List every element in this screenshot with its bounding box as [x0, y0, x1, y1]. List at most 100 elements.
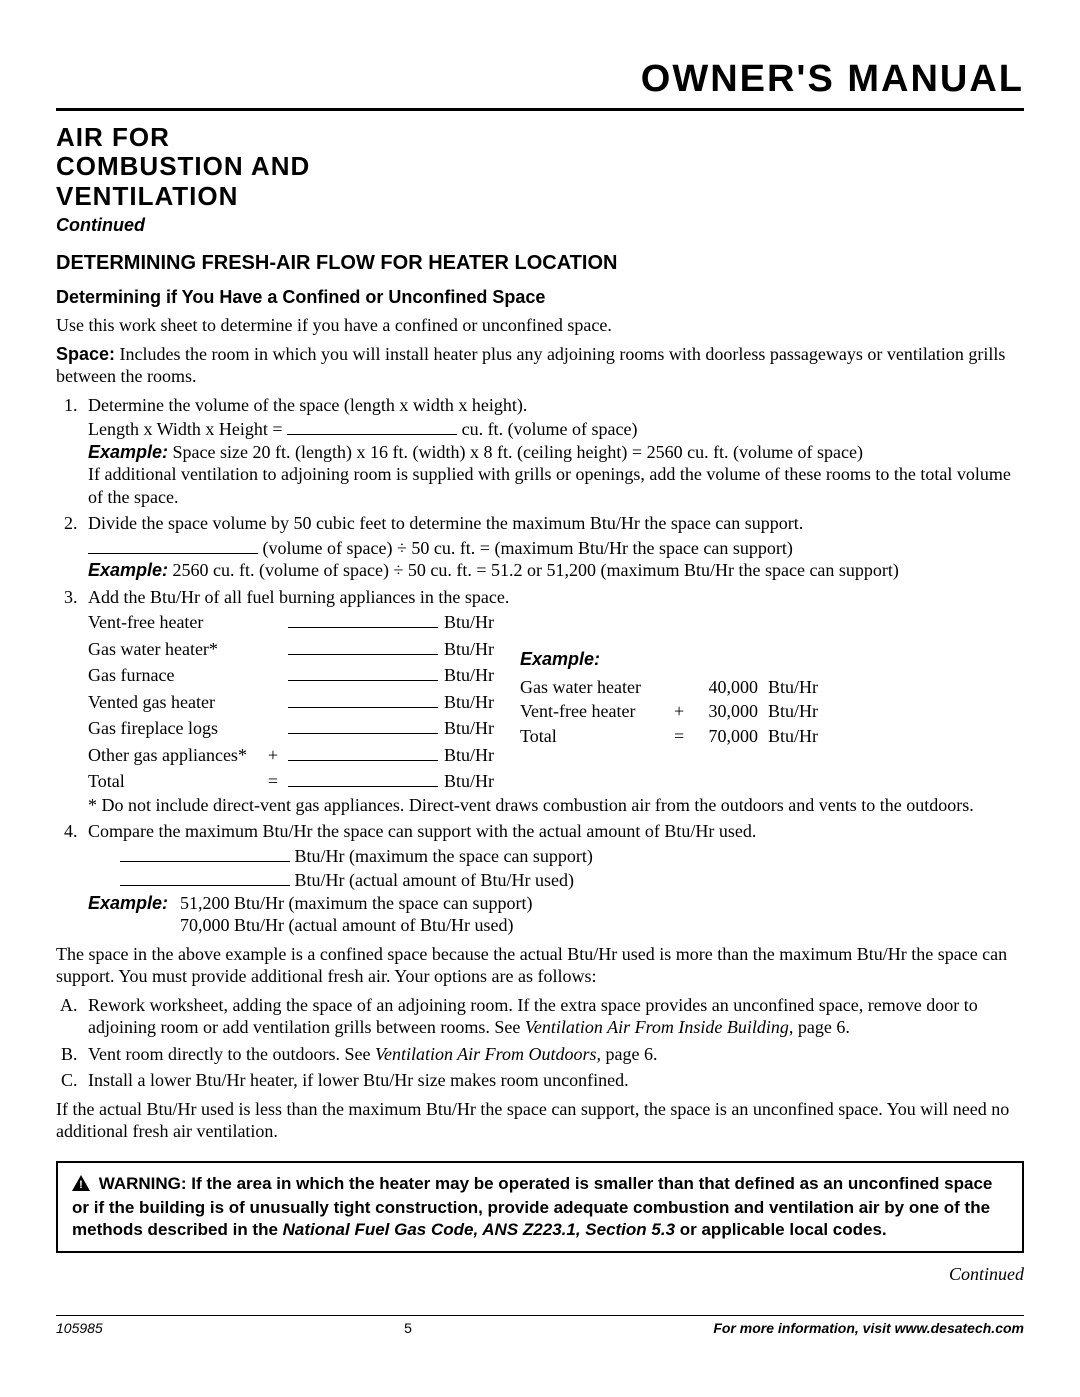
appl-name: Other gas appliances*	[88, 741, 264, 768]
step1-example-text: Space size 20 ft. (length) x 16 ft. (wid…	[168, 442, 863, 462]
optA-post: page 6.	[793, 1017, 849, 1037]
appl-unit: Btu/Hr	[444, 688, 500, 715]
ex-unit: Btu/Hr	[768, 724, 828, 749]
blank-field	[288, 661, 444, 688]
after-p2: If the actual Btu/Hr used is less than t…	[56, 1098, 1024, 1143]
blank-field	[288, 608, 444, 635]
table-row: Vent-free heater+30,000Btu/Hr	[520, 699, 828, 724]
blank-field	[287, 416, 457, 435]
ex-value: 40,000	[698, 675, 768, 700]
appl-op	[264, 608, 288, 635]
appl-name: Gas furnace	[88, 661, 264, 688]
ex-value: 30,000	[698, 699, 768, 724]
optB-ital: Ventilation Air From Outdoors,	[375, 1044, 601, 1064]
subheading-1: DETERMINING FRESH-AIR FLOW FOR HEATER LO…	[56, 251, 1024, 276]
table-row: Gas furnaceBtu/Hr	[88, 661, 500, 688]
ex-name: Gas water heater	[520, 675, 670, 700]
blank-field	[88, 535, 258, 554]
space-text: Includes the room in which you will inst…	[56, 344, 1005, 387]
warning-icon: !	[72, 1175, 90, 1197]
step-2: Divide the space volume by 50 cubic feet…	[82, 512, 1024, 582]
appl-unit: Btu/Hr	[444, 635, 500, 662]
warning-post: or applicable local codes.	[675, 1220, 887, 1239]
step-3: Add the Btu/Hr of all fuel burning appli…	[82, 586, 1024, 817]
ex-name: Vent-free heater	[520, 699, 670, 724]
step1-formula: Length x Width x Height = cu. ft. (volum…	[88, 416, 1024, 441]
step4-example: Example: 51,200 Btu/Hr (maximum the spac…	[88, 892, 1024, 937]
blank-field	[288, 635, 444, 662]
appl-name: Gas water heater*	[88, 635, 264, 662]
space-label: Space:	[56, 344, 115, 364]
appl-unit: Btu/Hr	[444, 767, 500, 794]
example-label: Example:	[520, 648, 828, 671]
step3-row: Vent-free heaterBtu/HrGas water heater*B…	[88, 608, 1024, 794]
step4-ex-line1: 51,200 Btu/Hr (maximum the space can sup…	[180, 892, 532, 915]
ex-unit: Btu/Hr	[768, 675, 828, 700]
steps-list: Determine the volume of the space (lengt…	[56, 394, 1024, 937]
appl-op	[264, 635, 288, 662]
section-title-l1: AIR FOR	[56, 122, 170, 152]
step1-text: Determine the volume of the space (lengt…	[88, 395, 527, 415]
ex-value: 70,000	[698, 724, 768, 749]
appl-op	[264, 661, 288, 688]
table-row: Total=70,000Btu/Hr	[520, 724, 828, 749]
table-row: Gas fireplace logs Btu/Hr	[88, 714, 500, 741]
blank-field	[288, 688, 444, 715]
example-table: Gas water heater40,000Btu/HrVent-free he…	[520, 675, 828, 749]
step1-example: Example: Space size 20 ft. (length) x 16…	[88, 441, 1024, 464]
after-p1: The space in the above example is a conf…	[56, 943, 1024, 988]
ex-op: =	[670, 724, 698, 749]
ex-op: +	[670, 699, 698, 724]
step2-text: Divide the space volume by 50 cubic feet…	[88, 513, 803, 533]
ex-unit: Btu/Hr	[768, 699, 828, 724]
step1-formula-post: cu. ft. (volume of space)	[457, 419, 637, 439]
step4-line2: Btu/Hr (actual amount of Btu/Hr used)	[120, 867, 1024, 892]
page-number: 5	[404, 1320, 412, 1338]
step3-example-block: Example: Gas water heater40,000Btu/HrVen…	[520, 608, 828, 748]
step2-formula-post: (volume of space) ÷ 50 cu. ft. = (maximu…	[258, 538, 793, 558]
appl-unit: Btu/Hr	[444, 714, 500, 741]
appl-name: Gas fireplace logs	[88, 714, 264, 741]
appl-name: Total	[88, 767, 264, 794]
step3-footnote: * Do not include direct-vent gas applian…	[88, 794, 1024, 817]
section-title: AIR FOR COMBUSTION AND VENTILATION	[56, 123, 1024, 213]
step-4: Compare the maximum Btu/Hr the space can…	[82, 820, 1024, 937]
blank-field	[288, 741, 444, 768]
page-header-title: OWNER'S MANUAL	[56, 56, 1024, 111]
appl-op	[264, 688, 288, 715]
optA-ital: Ventilation Air From Inside Building,	[525, 1017, 794, 1037]
example-label: Example:	[88, 442, 168, 462]
ex-name: Total	[520, 724, 670, 749]
table-row: Gas water heater* Btu/Hr	[88, 635, 500, 662]
option-b: Vent room directly to the outdoors. See …	[82, 1043, 1024, 1066]
blank-field	[120, 867, 290, 886]
warning-box: ! WARNING: If the area in which the heat…	[56, 1161, 1024, 1253]
footer-info: For more information, visit www.desatech…	[713, 1320, 1024, 1338]
step2-example-text: 2560 cu. ft. (volume of space) ÷ 50 cu. …	[168, 560, 899, 580]
appl-op: =	[264, 767, 288, 794]
options-list: Rework worksheet, adding the space of an…	[56, 994, 1024, 1092]
table-row: Gas water heater 40,000Btu/Hr	[520, 675, 828, 700]
appliance-table: Vent-free heaterBtu/HrGas water heater* B…	[88, 608, 500, 794]
section-title-l2: COMBUSTION AND	[56, 151, 310, 181]
intro-text: Use this work sheet to determine if you …	[56, 314, 1024, 337]
step4-ex-line2: 70,000 Btu/Hr (actual amount of Btu/Hr u…	[180, 914, 532, 937]
subheading-2: Determining if You Have a Confined or Un…	[56, 286, 1024, 309]
svg-text:!: !	[79, 1179, 83, 1191]
page-footer: 105985 5 For more information, visit www…	[56, 1315, 1024, 1338]
step1-formula-pre: Length x Width x Height =	[88, 419, 287, 439]
doc-id: 105985	[56, 1320, 103, 1338]
continued-label: Continued	[56, 214, 1024, 237]
appl-name: Vented gas heater	[88, 688, 264, 715]
table-row: Vent-free heaterBtu/Hr	[88, 608, 500, 635]
appl-op: +	[264, 741, 288, 768]
step1-note: If additional ventilation to adjoining r…	[88, 463, 1024, 508]
step4-line2-post: Btu/Hr (actual amount of Btu/Hr used)	[290, 870, 574, 890]
step2-example: Example: 2560 cu. ft. (volume of space) …	[88, 559, 1024, 582]
table-row: Total= Btu/Hr	[88, 767, 500, 794]
step4-example-lines: 51,200 Btu/Hr (maximum the space can sup…	[180, 892, 532, 937]
example-label: Example:	[88, 892, 168, 937]
optB-post: page 6.	[601, 1044, 657, 1064]
appl-unit: Btu/Hr	[444, 741, 500, 768]
optB-pre: Vent room directly to the outdoors. See	[88, 1044, 375, 1064]
